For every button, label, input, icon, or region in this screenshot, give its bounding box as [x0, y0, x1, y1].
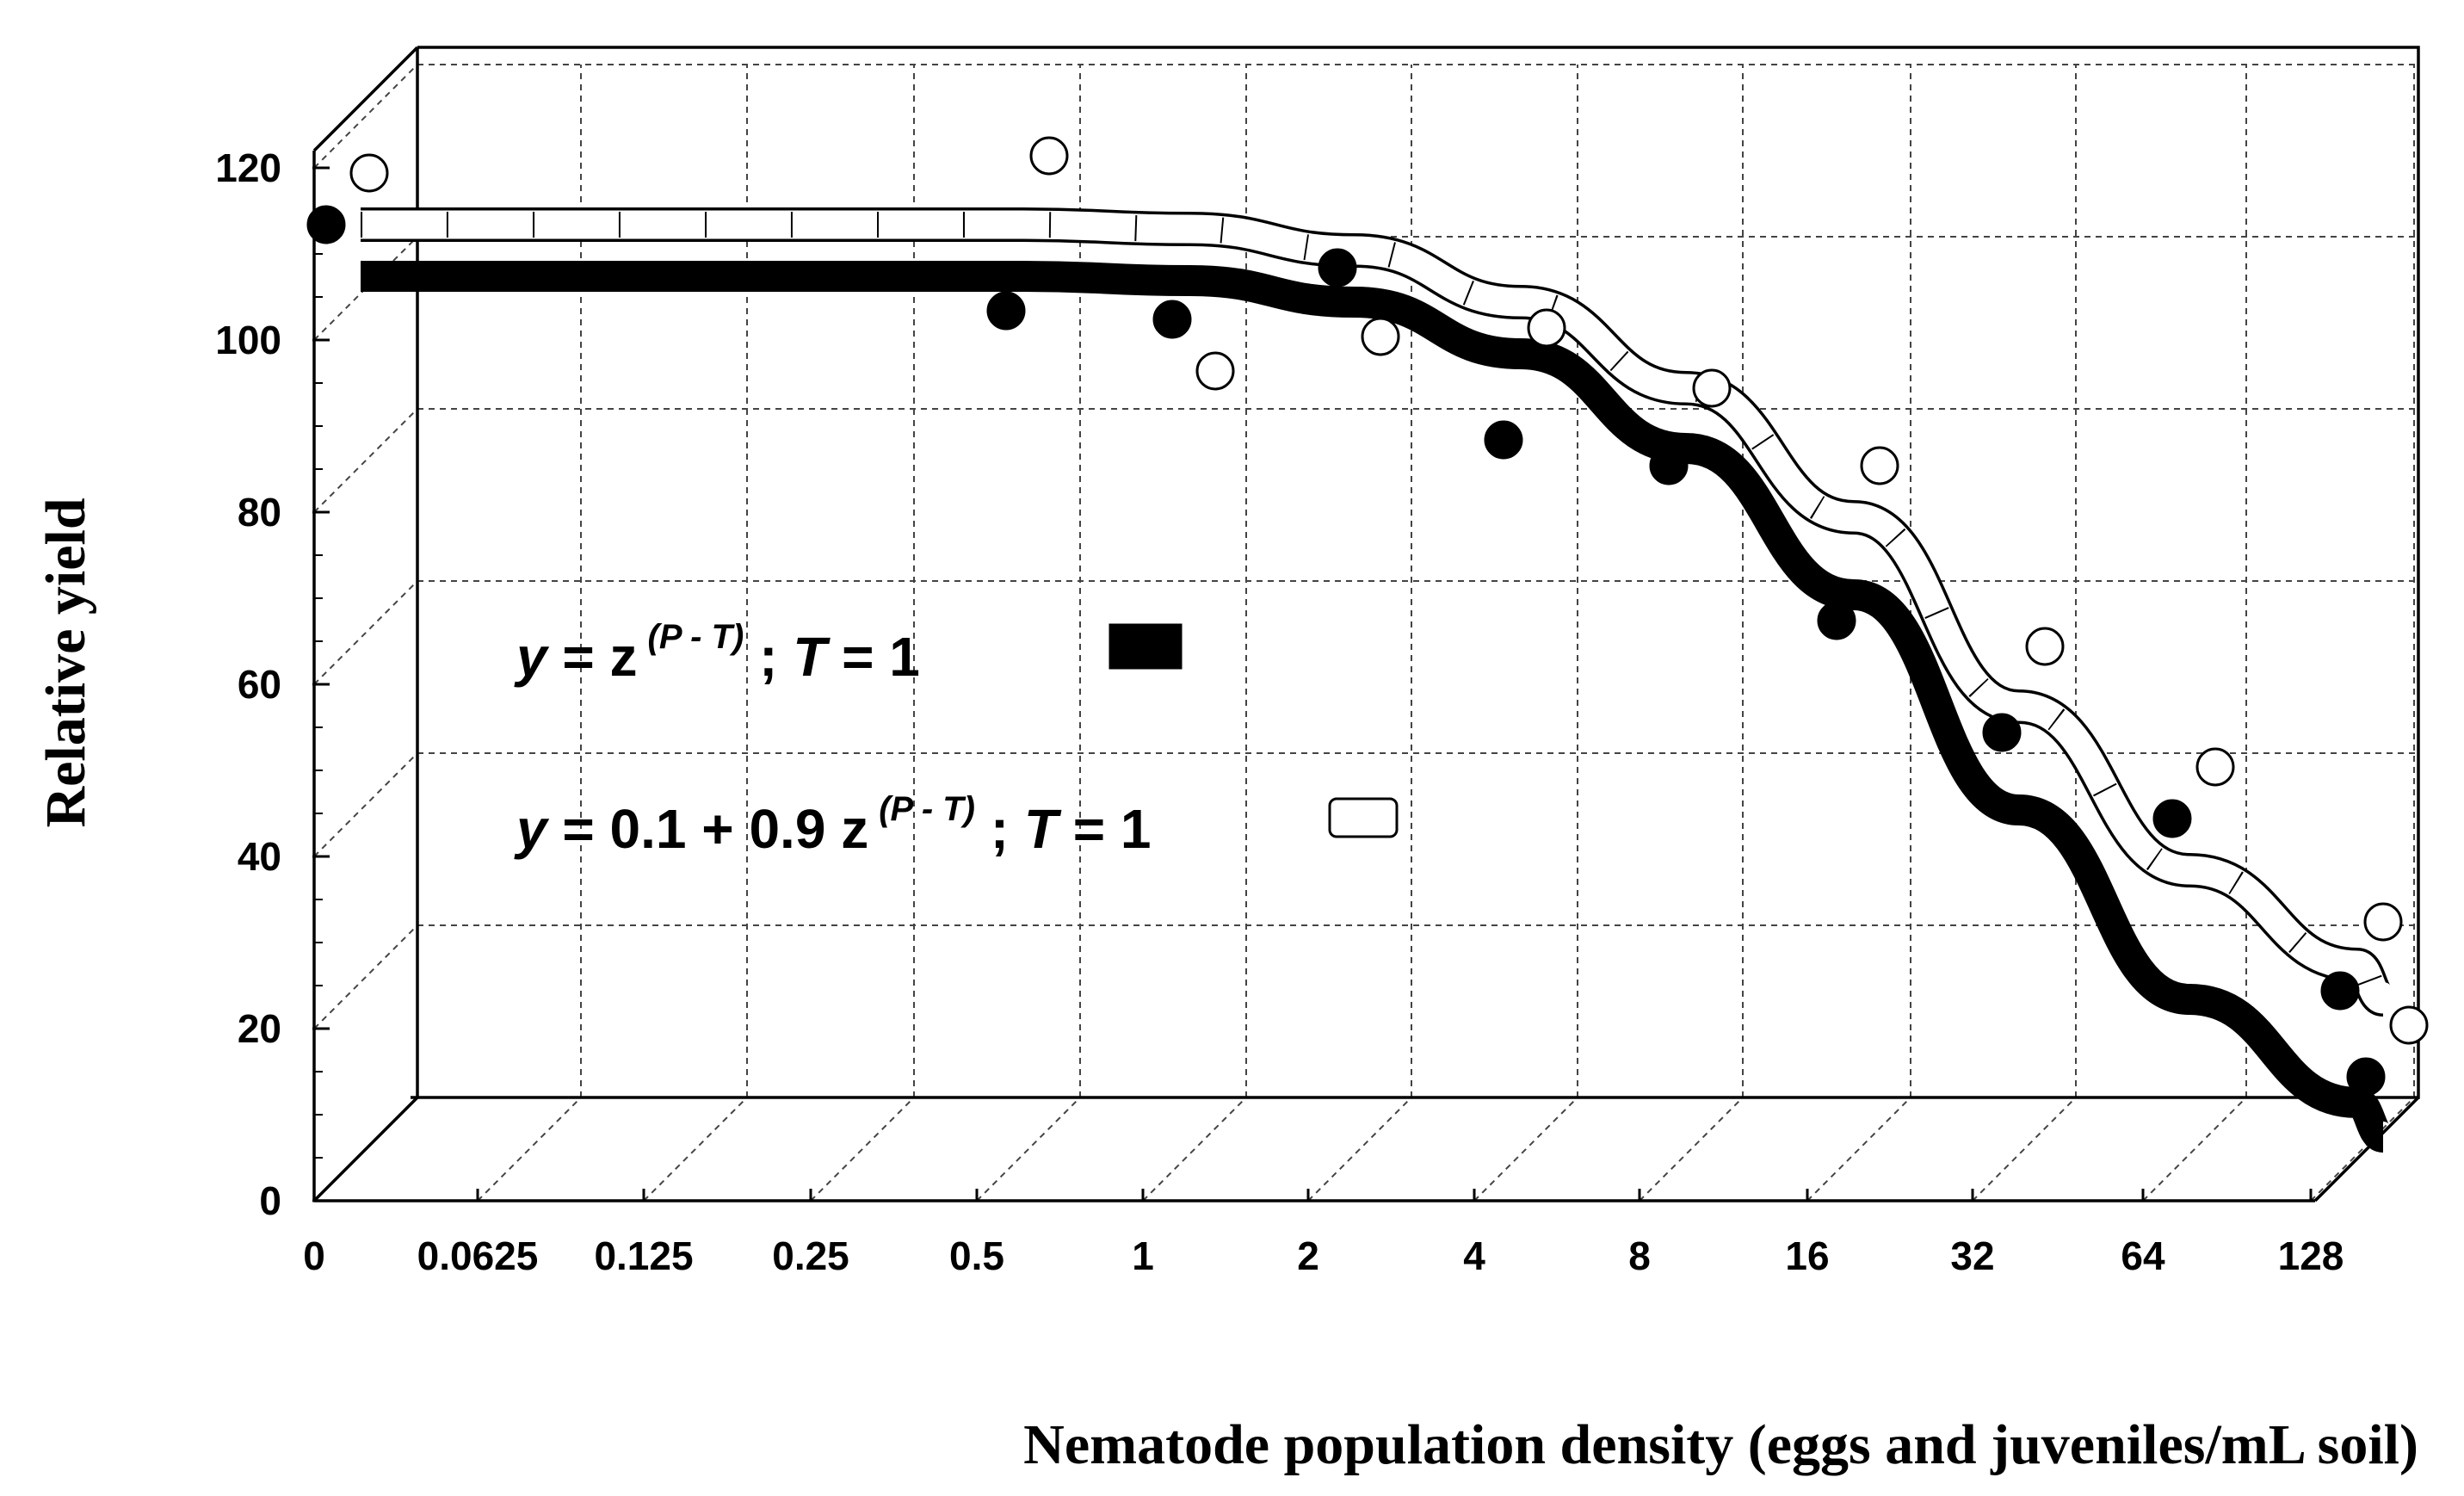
point-filled — [1982, 713, 2022, 752]
floor-grid — [1142, 1097, 1247, 1202]
floor-grid — [1806, 1097, 1911, 1202]
side-grid — [313, 924, 418, 1029]
chart-frame — [312, 46, 2420, 1202]
point-filled — [2152, 799, 2192, 838]
point-open — [1527, 308, 1566, 348]
x-axis-label: Nematode population density (eggs and ju… — [1023, 1413, 2418, 1476]
curve-1-line — [361, 260, 2391, 1153]
curve-2-fill — [361, 210, 2390, 1014]
point-open — [2363, 902, 2403, 942]
x-tick-label: 32 — [1950, 1233, 1994, 1278]
floor-grid — [1639, 1097, 1744, 1202]
side-grid — [313, 752, 418, 857]
legend-2-text: y = 0.1 + 0.9 z (P - T) ; T = 1 — [514, 790, 1152, 860]
point-open — [349, 153, 389, 193]
point-filled — [1817, 601, 1856, 640]
y-tick-label: 0 — [259, 1178, 281, 1223]
depth-edge-tl — [312, 46, 419, 152]
x-axis-ticks: 0 0.0625 0.125 0.25 0.5 1 2 4 8 16 32 64 128 — [303, 1189, 2344, 1278]
point-filled — [1318, 248, 1357, 287]
floor-grid — [643, 1097, 748, 1202]
y-tick-label: 100 — [215, 318, 281, 362]
side-grid — [313, 408, 418, 513]
y-tick-label: 40 — [238, 834, 281, 879]
y-tick-label: 120 — [215, 145, 281, 190]
point-open — [1361, 317, 1400, 356]
depth-edge-br — [2313, 1096, 2420, 1202]
point-open — [1195, 351, 1235, 391]
legend-1-swatch — [1108, 623, 1183, 670]
point-open — [2025, 627, 2065, 666]
y-tick-label: 60 — [238, 662, 281, 707]
point-filled — [2320, 971, 2360, 1011]
floor-grid — [1473, 1097, 1578, 1202]
x-tick-label: 0.25 — [772, 1233, 849, 1278]
point-open — [1860, 446, 1899, 485]
x-tick-label: 64 — [2121, 1233, 2165, 1278]
point-open — [2389, 1005, 2429, 1045]
side-grid — [313, 64, 418, 169]
legend-entry-2: y = 0.1 + 0.9 z (P - T) ; T = 1 — [514, 790, 1399, 860]
x-tick-label: 0 — [303, 1233, 325, 1278]
x-tick-label: 8 — [1628, 1233, 1651, 1278]
point-layer — [306, 136, 2429, 1097]
x-tick-label: 0.125 — [594, 1233, 693, 1278]
x-tick-label: 0.0625 — [417, 1233, 539, 1278]
x-tick-label: 1 — [1132, 1233, 1154, 1278]
x-tick-label: 128 — [2278, 1233, 2344, 1278]
x-tick-label: 0.5 — [949, 1233, 1004, 1278]
floor-grid — [2310, 1097, 2415, 1202]
legend-2-swatch — [1328, 797, 1399, 838]
point-filled — [1649, 446, 1689, 485]
y-tick-label: 80 — [238, 490, 281, 535]
floor-grid — [2142, 1097, 2247, 1202]
point-filled — [306, 205, 346, 244]
curve-layer — [361, 207, 2392, 1153]
point-filled — [1484, 420, 1523, 460]
floor-grid — [810, 1097, 915, 1202]
point-filled — [2346, 1057, 2386, 1097]
x-tick-label: 16 — [1785, 1233, 1829, 1278]
point-filled — [1152, 300, 1192, 339]
floor-grid — [477, 1097, 582, 1202]
point-open — [1029, 136, 1069, 176]
point-open — [1692, 368, 1732, 408]
floor-grid — [1307, 1097, 1412, 1202]
grid-layer — [313, 64, 2418, 1202]
y-tick-label: 20 — [238, 1006, 281, 1051]
depth-edge-bl — [312, 1096, 419, 1202]
x-tick-label: 2 — [1297, 1233, 1319, 1278]
point-open — [2195, 747, 2235, 787]
side-grid — [313, 580, 418, 685]
point-filled — [986, 291, 1026, 331]
floor-grid — [1972, 1097, 2077, 1202]
y-axis-label: Relative yield — [34, 498, 97, 827]
legend-1-text: y = z (P - T) ; T = 1 — [514, 618, 920, 688]
floor-grid — [976, 1097, 1081, 1202]
y-axis-ticks: 0 20 40 60 80 100 120 — [215, 145, 330, 1223]
legend-entry-1: y = z (P - T) ; T = 1 — [514, 618, 1183, 688]
x-tick-label: 4 — [1463, 1233, 1485, 1278]
